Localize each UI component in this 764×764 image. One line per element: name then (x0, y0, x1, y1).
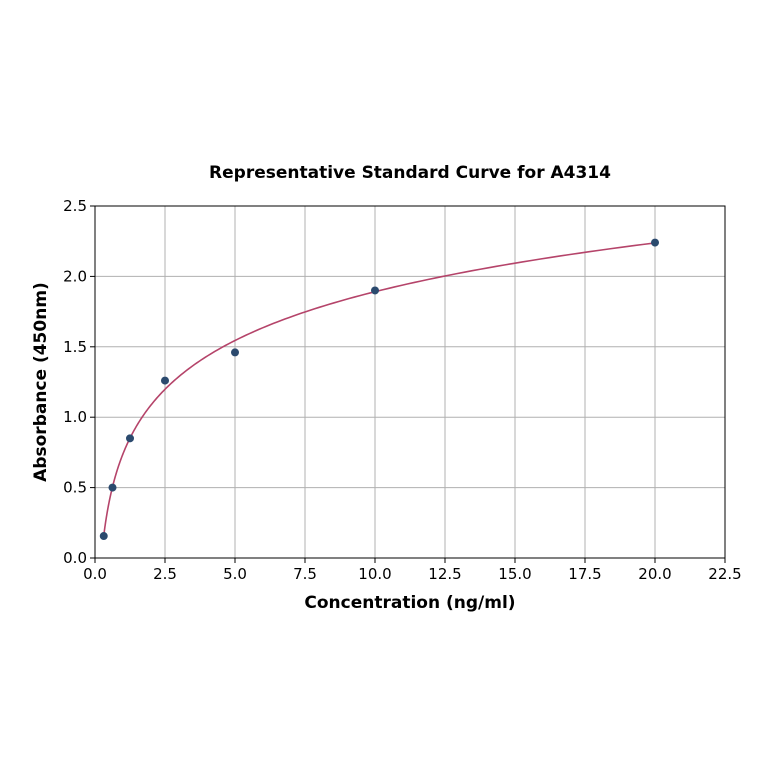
fit-curve (102, 242, 656, 536)
y-tick-label: 0.5 (63, 479, 87, 497)
plot-frame (94, 205, 726, 559)
data-point (651, 238, 659, 247)
grid (94, 205, 726, 559)
x-tick-label: 22.5 (708, 565, 741, 583)
x-tick-label: 20.0 (638, 565, 671, 583)
data-point (126, 434, 134, 443)
y-axis-ticks: 0.0 0.5 1.0 1.5 2.0 2.5 (63, 197, 95, 567)
y-tick-label: 0.0 (63, 549, 87, 567)
y-tick-label: 1.0 (63, 408, 87, 426)
x-tick-label: 15.0 (498, 565, 531, 583)
data-point (108, 483, 117, 492)
y-tick-label: 1.5 (63, 338, 87, 356)
x-tick-label: 12.5 (428, 565, 461, 583)
x-tick-label: 2.5 (153, 565, 177, 583)
data-point (371, 286, 379, 295)
data-points (99, 238, 659, 541)
y-tick-label: 2.5 (63, 197, 87, 215)
x-tick-label: 7.5 (293, 565, 317, 583)
data-point (231, 348, 239, 357)
x-tick-label: 17.5 (568, 565, 601, 583)
data-point (161, 376, 169, 385)
x-tick-label: 0.0 (83, 565, 107, 583)
x-tick-label: 10.0 (358, 565, 391, 583)
y-axis-label: Absorbance (450nm) (31, 282, 51, 482)
chart-title: Representative Standard Curve for A4314 (209, 163, 611, 183)
data-point (99, 532, 108, 541)
x-axis-ticks: 0.0 2.5 5.0 7.5 10.0 12.5 15.0 17.5 20.0 22.5 (83, 558, 742, 583)
x-axis-label: Concentration (ng/ml) (304, 593, 515, 613)
x-tick-label: 5.0 (223, 565, 247, 583)
y-tick-label: 2.0 (63, 267, 87, 285)
